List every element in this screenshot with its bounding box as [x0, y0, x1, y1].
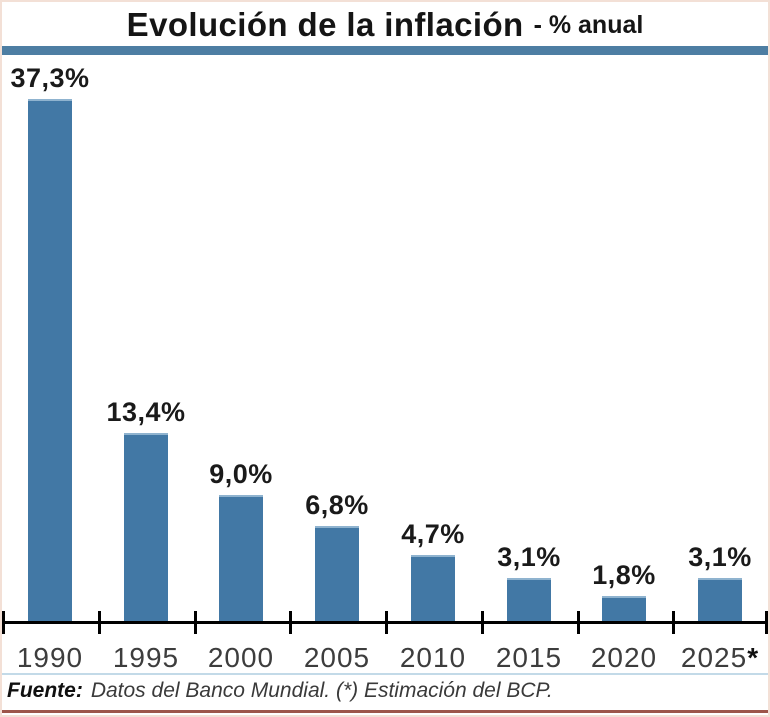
bottom-accent-line — [2, 710, 768, 713]
x-axis-label: 1990 — [16, 642, 84, 673]
x-axis-label: 2010 — [399, 642, 467, 673]
x-axis-label: 2020 — [590, 642, 658, 673]
bar-1995 — [124, 433, 168, 621]
x-axis-label: 2005 — [303, 642, 371, 673]
x-axis-tick — [289, 611, 292, 634]
x-axis-label: 1995 — [112, 642, 180, 673]
chart-title: Evolución de la inflación - % anual — [2, 2, 768, 46]
chart-title-main: Evolución de la inflación — [126, 6, 524, 43]
bar-value-label: 13,4% — [106, 397, 186, 427]
bar-value-label: 1,8% — [592, 560, 656, 590]
bar-2025 — [698, 578, 742, 621]
bar-2005 — [315, 526, 359, 621]
chart-title-suffix: - % anual — [533, 10, 644, 39]
source-footer: Fuente: Datos del Banco Mundial. (*) Est… — [2, 675, 768, 707]
x-axis-tick — [385, 611, 388, 634]
footer-divider-rule — [2, 673, 768, 675]
x-axis-tick — [98, 611, 101, 634]
x-axis-tick — [577, 611, 580, 634]
bar-value-label: 6,8% — [305, 490, 369, 520]
x-axis-tick — [765, 611, 768, 634]
title-divider-rule — [2, 46, 768, 55]
bar-value-label: 9,0% — [209, 459, 273, 489]
bar-1990 — [28, 99, 72, 621]
bar-value-label: 3,1% — [688, 542, 752, 572]
x-axis-tick — [672, 611, 675, 634]
plot-area: 37,3% 1990 13,4% 1995 9,0% 2000 6,8% 2005 4,7% 20… — [2, 55, 768, 673]
estimate-asterisk: * — [747, 642, 760, 673]
bar-value-label: 3,1% — [497, 542, 561, 572]
bar-value-label: 37,3% — [10, 63, 90, 93]
source-text: Datos del Banco Mundial. (*) Estimación … — [90, 679, 553, 702]
bar-value-label: 4,7% — [401, 519, 465, 549]
bar-2015 — [507, 578, 551, 621]
x-axis-tick — [194, 611, 197, 634]
x-axis-label: 2025* — [680, 642, 760, 673]
x-axis-tick — [481, 611, 484, 634]
x-axis-label: 2015 — [495, 642, 563, 673]
bar-2010 — [411, 555, 455, 621]
bar-2000 — [219, 495, 263, 621]
source-label: Fuente: — [7, 679, 83, 702]
x-axis-tick — [2, 611, 5, 634]
x-axis-label: 2000 — [207, 642, 275, 673]
bar-2020 — [602, 596, 646, 621]
